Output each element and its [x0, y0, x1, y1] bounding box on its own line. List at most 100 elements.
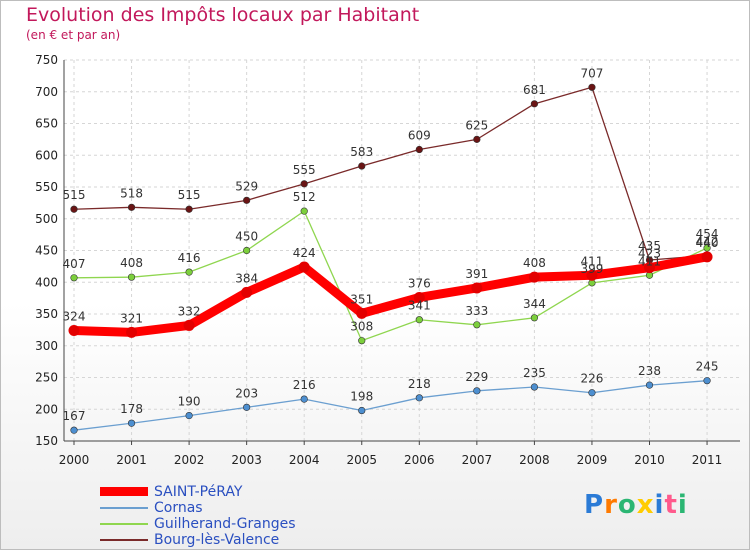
data-label-guilherand-granges: 512 [293, 190, 316, 204]
data-point-bourg-les-valence [415, 145, 423, 154]
data-point-cornas [358, 406, 366, 415]
data-label-cornas: 190 [178, 395, 201, 409]
data-point-cornas [185, 412, 193, 420]
data-point-guilherand-granges [127, 273, 136, 281]
data-label-guilherand-granges: 416 [178, 251, 201, 265]
data-label-saint-peray: 391 [465, 267, 488, 281]
logo-letter: i [677, 490, 688, 520]
chart-subtitle: (en € et par an) [26, 28, 121, 42]
x-tick-label: 2011 [692, 453, 723, 467]
data-point-guilherand-granges [243, 246, 251, 255]
data-label-saint-peray: 324 [63, 310, 86, 324]
data-point-saint-peray [126, 326, 138, 338]
data-point-bourg-les-valence [530, 100, 539, 108]
data-point-saint-peray [644, 262, 655, 274]
legend-swatch-guilherand-granges [100, 523, 148, 525]
data-point-saint-peray [528, 271, 540, 283]
data-label-bourg-les-valence: 625 [465, 118, 488, 132]
data-point-bourg-les-valence [243, 196, 251, 204]
y-tick-label: 150 [35, 434, 58, 448]
y-tick-label: 350 [35, 307, 58, 321]
legend-swatch-saint-peray [100, 487, 148, 496]
data-point-saint-peray [183, 319, 195, 331]
data-label-cornas: 198 [350, 390, 373, 404]
x-tick-label: 2002 [174, 453, 205, 467]
data-label-cornas: 245 [696, 360, 719, 374]
data-point-saint-peray [586, 269, 598, 281]
series-lines [68, 83, 713, 434]
y-tick-label: 300 [35, 339, 58, 353]
data-label-saint-peray: 321 [120, 311, 143, 325]
y-tick-label: 250 [35, 371, 58, 385]
legend-label-cornas: Cornas [154, 500, 203, 516]
logo-letter: o [617, 490, 637, 520]
x-tick-label: 2003 [231, 453, 262, 467]
x-tick-label: 2008 [519, 453, 550, 467]
logo-letter: r [604, 490, 618, 520]
data-point-saint-peray [701, 251, 713, 263]
data-point-saint-peray [241, 286, 253, 298]
data-point-cornas [703, 377, 711, 385]
data-point-bourg-les-valence [300, 180, 308, 188]
y-tick-label: 500 [35, 212, 58, 226]
data-label-cornas: 226 [580, 372, 603, 386]
data-label-cornas: 238 [638, 364, 661, 378]
data-point-guilherand-granges [300, 207, 308, 215]
data-label-bourg-les-valence: 435 [638, 239, 661, 253]
data-label-bourg-les-valence: 515 [178, 188, 201, 202]
x-tick-label: 2000 [59, 453, 90, 467]
x-tick-label: 2001 [116, 453, 147, 467]
data-label-bourg-les-valence: 707 [580, 66, 603, 80]
data-point-saint-peray [413, 291, 425, 303]
data-label-cornas: 235 [523, 366, 546, 380]
data-label-guilherand-granges: 450 [235, 230, 258, 244]
data-label-bourg-les-valence: 518 [120, 186, 143, 200]
data-point-cornas [473, 387, 481, 395]
data-point-bourg-les-valence [473, 135, 481, 143]
x-tick-label: 2010 [634, 453, 665, 467]
data-label-bourg-les-valence: 681 [523, 83, 546, 97]
data-point-cornas [415, 394, 423, 402]
data-point-saint-peray [298, 261, 310, 273]
y-tick-label: 750 [35, 53, 58, 67]
y-tick-label: 650 [35, 117, 58, 131]
proxiti-logo: Proxiti [584, 490, 688, 520]
y-tick-label: 450 [35, 244, 58, 258]
legend-swatch-cornas [100, 507, 148, 509]
data-label-guilherand-granges: 308 [350, 320, 373, 334]
data-point-cornas [70, 426, 78, 434]
data-point-guilherand-granges [473, 321, 481, 329]
x-tick-label: 2009 [577, 453, 608, 467]
data-label-saint-peray: 351 [350, 292, 373, 306]
data-label-bourg-les-valence: 442 [696, 235, 719, 249]
logo-letter: x [636, 490, 655, 520]
data-label-guilherand-granges: 407 [63, 257, 86, 271]
data-point-cornas [588, 389, 596, 397]
y-tick-label: 700 [35, 85, 58, 99]
data-label-guilherand-granges: 408 [120, 256, 143, 270]
data-label-bourg-les-valence: 515 [63, 188, 86, 202]
data-point-saint-peray [471, 282, 483, 294]
series-line-cornas [73, 380, 708, 431]
data-point-guilherand-granges [185, 268, 193, 276]
data-label-guilherand-granges: 344 [523, 297, 546, 311]
y-tick-label: 550 [35, 180, 58, 194]
data-point-guilherand-granges [70, 274, 78, 282]
data-label-saint-peray: 411 [580, 254, 603, 268]
y-tick-label: 400 [35, 275, 58, 289]
grid-lines [64, 59, 740, 442]
x-tick-label: 2006 [404, 453, 435, 467]
x-tick-label: 2005 [346, 453, 377, 467]
data-label-saint-peray: 440 [696, 236, 719, 250]
data-point-guilherand-granges [703, 244, 711, 252]
data-label-cornas: 203 [235, 386, 258, 400]
axes: 150 200 250 300 350 400 450 500 550 600 650 700 750 2… [35, 53, 740, 467]
series-line-guilherand-granges [73, 210, 708, 342]
logo-letter: i [654, 490, 665, 520]
data-point-guilherand-granges [415, 316, 423, 324]
data-point-cornas [645, 381, 654, 389]
data-point-saint-peray [356, 307, 368, 319]
x-tick-label: 2007 [462, 453, 493, 467]
data-point-guilherand-granges [530, 314, 539, 322]
